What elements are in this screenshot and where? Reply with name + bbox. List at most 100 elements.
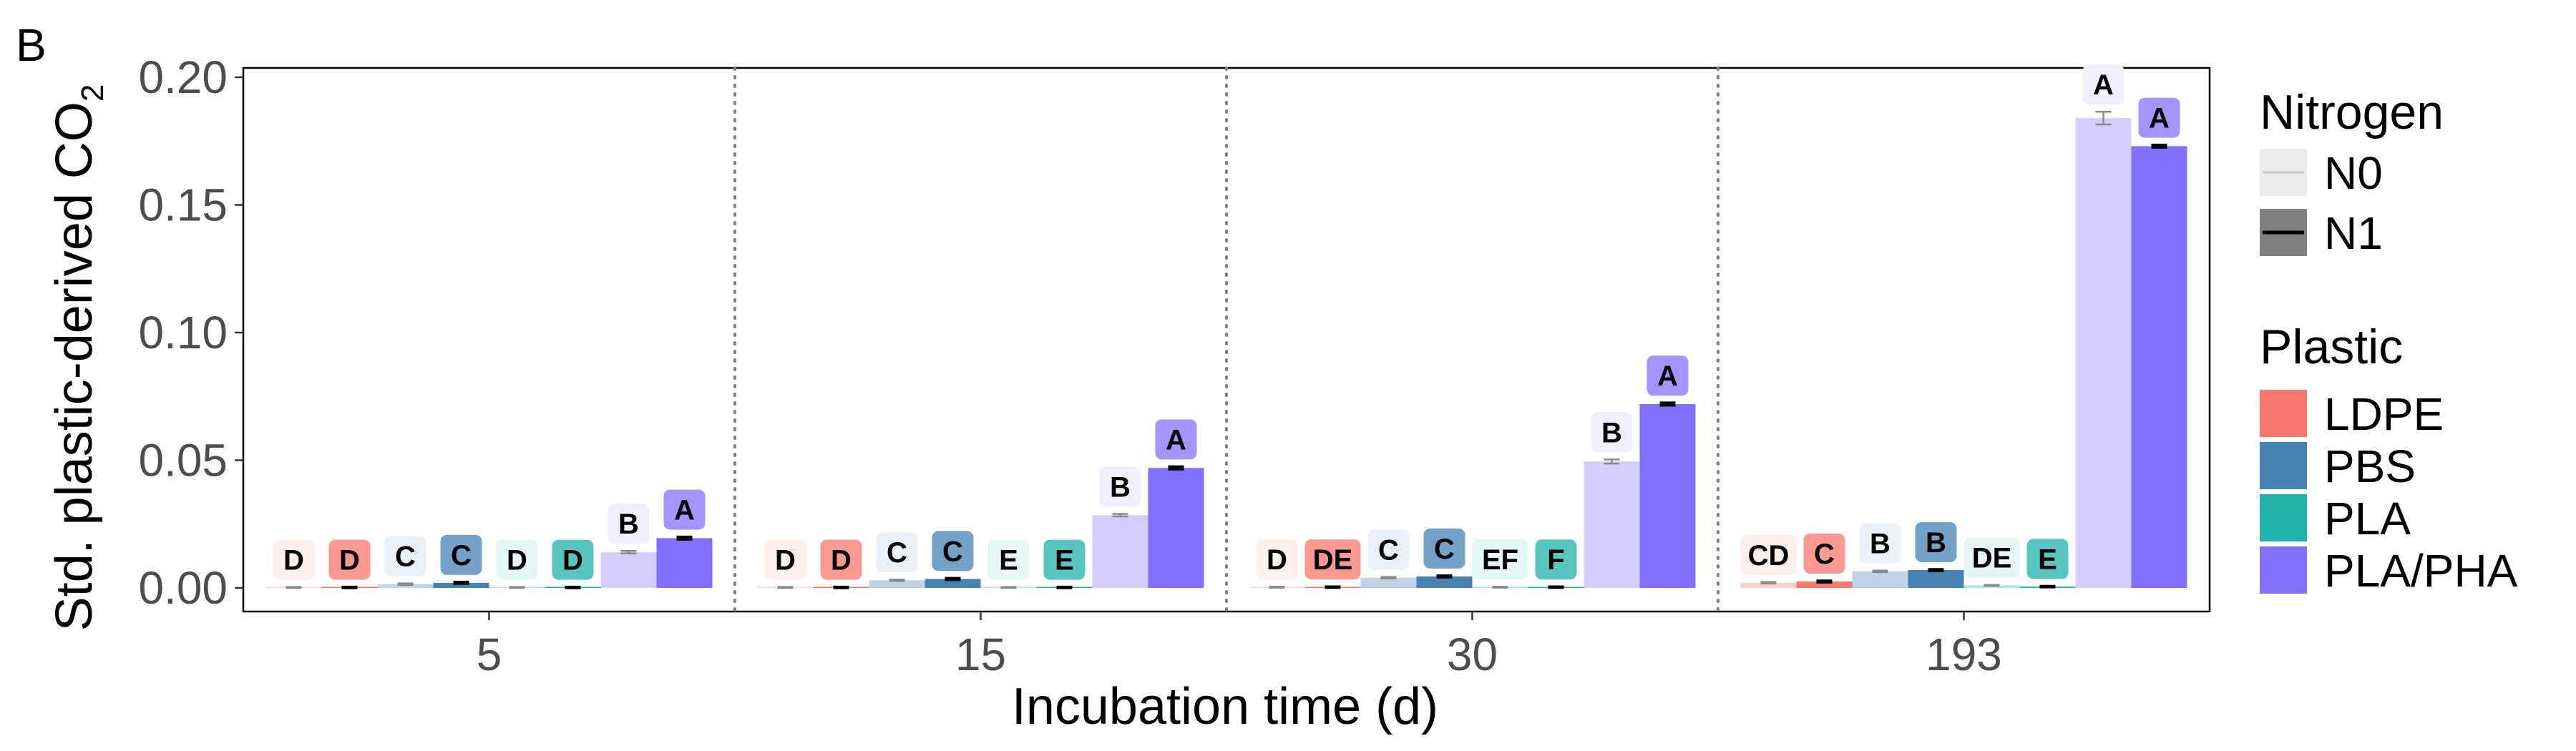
x-tick-label: 193 bbox=[1926, 629, 2002, 680]
letter-badge bbox=[2138, 97, 2180, 138]
significance-letter: CD bbox=[1748, 540, 1790, 571]
significance-letter: D bbox=[831, 545, 852, 576]
significance-letter: B bbox=[1870, 529, 1890, 560]
y-tick-label: 0.15 bbox=[138, 180, 228, 231]
letter-badge bbox=[764, 539, 806, 580]
significance-letter: D bbox=[1267, 544, 1287, 576]
significance-letter: C bbox=[887, 537, 907, 569]
letter-badge bbox=[932, 531, 974, 571]
significance-letter: D bbox=[562, 545, 583, 576]
legend-label-plastic: PLA bbox=[2324, 493, 2411, 544]
significance-letter: D bbox=[283, 545, 304, 576]
letter-badge bbox=[552, 539, 594, 580]
bar bbox=[1639, 403, 1696, 588]
letter-badge bbox=[663, 489, 706, 530]
letter-badge bbox=[273, 539, 315, 580]
significance-letter: D bbox=[507, 545, 527, 576]
legend-key-plastic bbox=[2260, 546, 2307, 594]
letter-badge bbox=[440, 534, 482, 575]
significance-letter: C bbox=[1434, 534, 1455, 565]
bar bbox=[1740, 582, 1797, 588]
bar bbox=[1148, 468, 1204, 588]
bar bbox=[1092, 515, 1148, 588]
letter-badge bbox=[1043, 539, 1085, 580]
significance-letter: C bbox=[395, 541, 416, 573]
legend-label-plastic: LDPE bbox=[2324, 388, 2444, 440]
panel-label: B bbox=[16, 19, 47, 71]
legend-label-plastic: PLA/PHA bbox=[2324, 545, 2518, 597]
significance-letter: C bbox=[1814, 539, 1835, 570]
legend-label-plastic: PBS bbox=[2324, 441, 2416, 492]
bar bbox=[656, 538, 713, 588]
significance-letter: E bbox=[1055, 545, 1074, 576]
significance-letter: D bbox=[339, 545, 360, 576]
bar bbox=[924, 579, 981, 588]
significance-letter: A bbox=[674, 495, 695, 526]
significance-letter: D bbox=[775, 545, 796, 576]
letter-badge bbox=[496, 539, 538, 580]
legend-plastic-title: Plastic bbox=[2260, 320, 2403, 374]
y-tick-label: 0.00 bbox=[138, 562, 228, 614]
letter-badge bbox=[1740, 534, 1797, 575]
legend-label-nitrogen: N1 bbox=[2324, 207, 2383, 259]
significance-letter: B bbox=[1110, 471, 1131, 503]
letter-badge bbox=[876, 532, 918, 573]
y-tick-label: 0.05 bbox=[138, 435, 228, 486]
significance-letter: B bbox=[1601, 417, 1622, 448]
bar bbox=[1416, 576, 1473, 588]
letter-badge bbox=[1367, 529, 1410, 570]
significance-letter: C bbox=[451, 540, 472, 571]
legend-nitrogen-title: Nitrogen bbox=[2260, 85, 2444, 139]
letter-badge bbox=[1915, 521, 1957, 562]
letter-badge bbox=[1472, 539, 1528, 580]
letter-badge bbox=[1646, 355, 1689, 396]
letter-badge bbox=[987, 539, 1030, 580]
letter-badge bbox=[608, 504, 650, 544]
bar bbox=[600, 552, 657, 588]
letter-badge bbox=[2026, 539, 2069, 579]
significance-letter: EF bbox=[1482, 544, 1518, 576]
significance-letter: A bbox=[1657, 360, 1678, 392]
significance-letter: A bbox=[2149, 103, 2170, 134]
letter-badge bbox=[1803, 534, 1845, 574]
letter-badge bbox=[1256, 539, 1298, 580]
legend-key-plastic bbox=[2260, 442, 2307, 489]
significance-letter: B bbox=[1926, 527, 1946, 559]
letter-badge bbox=[328, 539, 371, 580]
x-axis-title: Incubation time (d) bbox=[1012, 678, 1438, 735]
bar bbox=[433, 582, 489, 588]
legend-label-nitrogen: N0 bbox=[2324, 147, 2383, 199]
y-tick-label: 0.10 bbox=[138, 307, 228, 358]
legend-key-plastic bbox=[2260, 494, 2307, 541]
letter-badge bbox=[1535, 539, 1577, 580]
letter-badge bbox=[1859, 523, 1901, 564]
letter-badge bbox=[384, 536, 426, 576]
y-axis-title: Std. plastic-derived CO2 bbox=[46, 84, 110, 632]
significance-letter: C bbox=[1378, 535, 1399, 566]
significance-letter: F bbox=[1547, 544, 1564, 576]
x-tick-label: 5 bbox=[477, 629, 502, 680]
legend-nitrogen: Nitrogen N0 N1 bbox=[2260, 85, 2444, 259]
letter-badge bbox=[1304, 539, 1361, 580]
significance-letter: B bbox=[618, 509, 639, 540]
bar bbox=[1852, 571, 1908, 588]
bar bbox=[1584, 461, 1640, 588]
bar bbox=[1908, 570, 1964, 588]
y-tick-label: 0.20 bbox=[138, 51, 228, 103]
letter-badge bbox=[1099, 466, 1141, 507]
x-tick-label: 30 bbox=[1447, 629, 1498, 680]
x-tick-label: 15 bbox=[955, 629, 1006, 680]
significance-letter: A bbox=[2093, 69, 2114, 101]
significance-letter: C bbox=[942, 536, 963, 567]
significance-letter: E bbox=[999, 545, 1018, 576]
bar bbox=[1796, 581, 1853, 588]
letter-badge bbox=[1963, 537, 2020, 578]
bar bbox=[2075, 118, 2132, 588]
bar bbox=[377, 584, 434, 588]
bar bbox=[2131, 146, 2187, 588]
significance-letter: E bbox=[2038, 544, 2057, 576]
letter-badge bbox=[1423, 528, 1465, 569]
